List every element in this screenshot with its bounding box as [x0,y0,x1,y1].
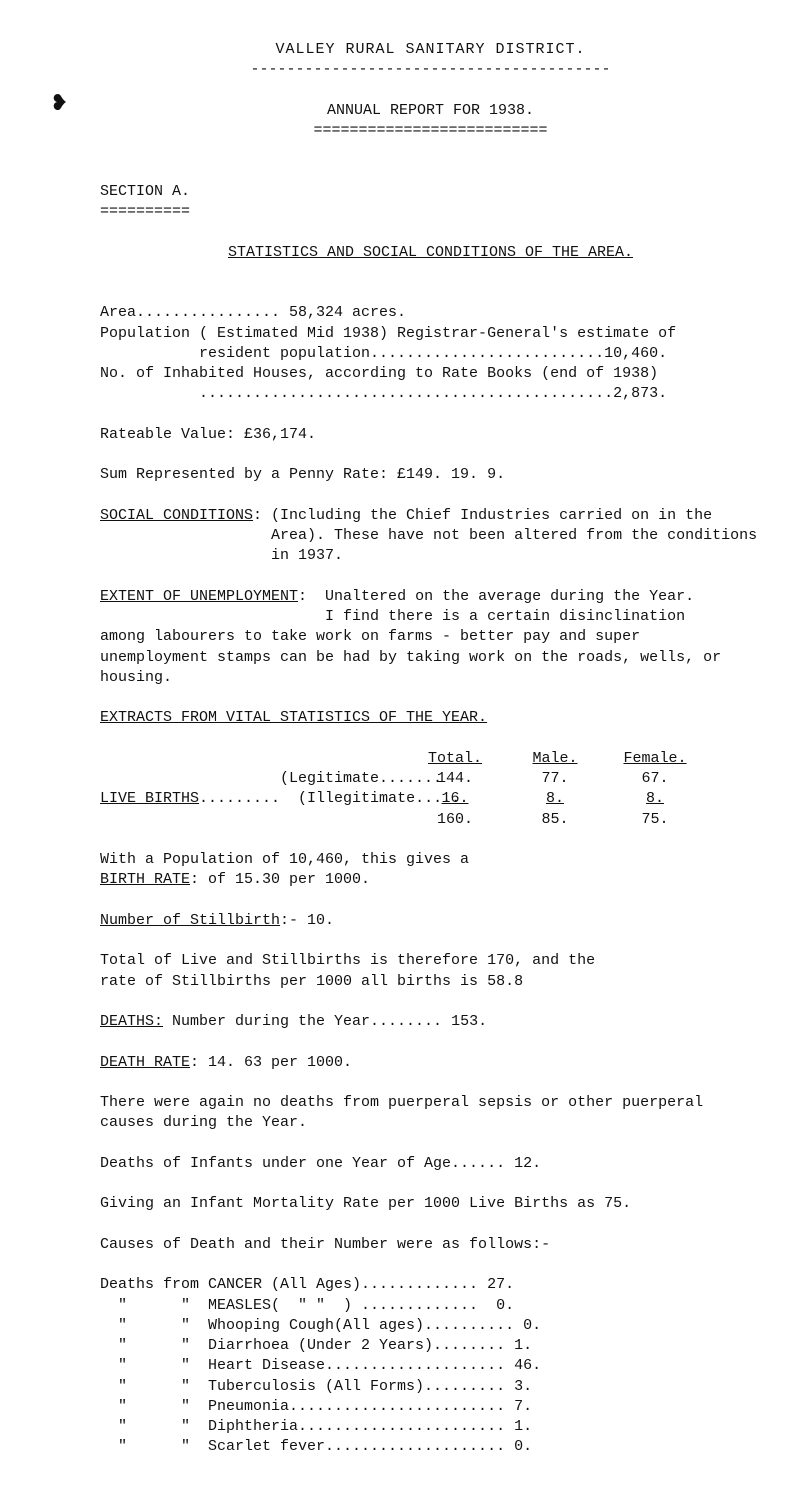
death-rate-tail: : 14. 63 per 1000. [190,1054,352,1071]
social-conditions-block: SOCIAL CONDITIONS: (Including the Chief … [100,506,761,526]
dash-line-1: ---------------------------------------- [100,60,761,80]
stats-heading: STATISTICS AND SOCIAL CONDITIONS OF THE … [100,243,761,263]
doc-title-2: ANNUAL REPORT FOR 1938. [100,101,761,121]
live-births-head: LIVE BIRTHS [100,790,199,807]
stillbirth-tail: :- 10. [280,912,334,929]
infant-mortality-line: Giving an Infant Mortality Rate per 1000… [100,1194,761,1214]
cause-heart: " " Heart Disease.................... 46… [100,1356,761,1376]
tot-live-2: rate of Stillbirths per 1000 all births … [100,972,761,992]
cause-pneumonia: " " Pneumonia........................ 7. [100,1397,761,1417]
social-conditions-text-1: : (Including the Chief Industries carrie… [253,507,712,524]
rateable-line: Rateable Value: £36,174. [100,425,761,445]
cause-scarlet: " " Scarlet fever.................... 0. [100,1437,761,1457]
social-conditions-head: SOCIAL CONDITIONS [100,507,253,524]
pop-line-2: resident population.....................… [100,344,761,364]
unemployment-text-1: : Unaltered on the average during the Ye… [298,588,694,605]
birth-rate-head: BIRTH RATE [100,871,190,888]
col-female: Female. [610,749,700,769]
doc-title-1: VALLEY RURAL SANITARY DISTRICT. [100,40,761,60]
infants-line: Deaths of Infants under one Year of Age.… [100,1154,761,1174]
unemployment-text-2: I find there is a certain disinclination [100,607,761,627]
unemployment-block: EXTENT OF UNEMPLOYMENT: Unaltered on the… [100,587,761,607]
legit-male: 77. [510,769,600,789]
social-conditions-text-2: Area). These have not been altered from … [100,526,761,546]
deaths-head: DEATHS: [100,1013,163,1030]
birth-rate-tail: : of 15.30 per 1000. [190,871,370,888]
legit-female: 67. [610,769,700,789]
col-male: Male. [510,749,600,769]
tot-live-1: Total of Live and Stillbirths is therefo… [100,951,761,971]
pop-line-1: Population ( Estimated Mid 1938) Registr… [100,324,761,344]
unemployment-text-3: among labourers to take work on farms - … [100,627,761,647]
unemployment-text-5: housing. [100,668,761,688]
births-table: Total. Male. Female. (Legitimate....... … [100,749,761,830]
birth-rate-line: BIRTH RATE: of 15.30 per 1000. [100,870,761,890]
pop-line-4: ........................................… [100,384,761,404]
sum-female: 75. [610,810,700,830]
cause-diarrhoea: " " Diarrhoea (Under 2 Years)........ 1. [100,1336,761,1356]
illegit-row: LIVE BIRTHS......... (Illegitimate..... [100,789,400,809]
illegit-female: 8. [610,789,700,809]
deaths-tail: Number during the Year........ 153. [163,1013,487,1030]
area-line: Area................ 58,324 acres. [100,303,761,323]
legit-label: (Legitimate....... [100,769,400,789]
illegit-male: 8. [510,789,600,809]
puerperal-1: There were again no deaths from puerpera… [100,1093,761,1113]
cause-cancer: Deaths from CANCER (All Ages)...........… [100,1275,761,1295]
double-line: ========================== [100,121,761,141]
cause-whooping: " " Whooping Cough(All ages).......... 0… [100,1316,761,1336]
sum-represented-line: Sum Represented by a Penny Rate: £149. 1… [100,465,761,485]
stillbirth-line: Number of Stillbirth:- 10. [100,911,761,931]
section-a-underline: ========== [100,202,761,222]
sum-male: 85. [510,810,600,830]
cause-measles: " " MEASLES( " " ) ............. 0. [100,1296,761,1316]
legit-total: 144. [410,769,500,789]
causes-intro: Causes of Death and their Number were as… [100,1235,761,1255]
extracts-head: EXTRACTS FROM VITAL STATISTICS OF THE YE… [100,708,761,728]
pop-line-3: No. of Inhabited Houses, according to Ra… [100,364,761,384]
death-rate-head: DEATH RATE [100,1054,190,1071]
col-total: Total. [410,749,500,769]
cause-diphtheria: " " Diphtheria....................... 1. [100,1417,761,1437]
unemployment-head: EXTENT OF UNEMPLOYMENT [100,588,298,605]
section-a: SECTION A. [100,182,761,202]
decorative-bullet: ❥ [50,90,68,120]
social-conditions-text-3: in 1937. [100,546,761,566]
death-rate-line: DEATH RATE: 14. 63 per 1000. [100,1053,761,1073]
deaths-line: DEATHS: Number during the Year........ 1… [100,1012,761,1032]
illegit-total: 16. [410,789,500,809]
unemployment-text-4: unemployment stamps can be had by taking… [100,648,761,668]
with-pop-1: With a Population of 10,460, this gives … [100,850,761,870]
stillbirth-head: Number of Stillbirth [100,912,280,929]
sum-total: 160. [410,810,500,830]
cause-tb: " " Tuberculosis (All Forms)......... 3. [100,1377,761,1397]
puerperal-2: causes during the Year. [100,1113,761,1133]
